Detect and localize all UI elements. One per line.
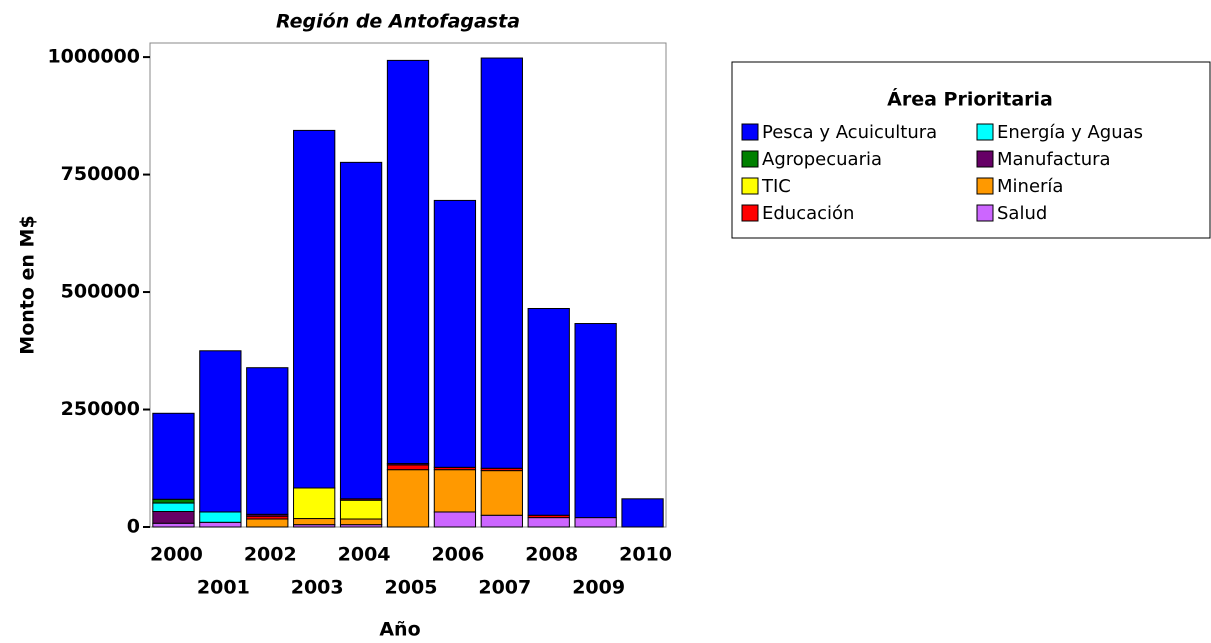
legend-swatch [976,177,994,195]
legend-swatch [976,150,994,168]
bar-segment [199,511,242,523]
legend-swatch [741,123,759,141]
x-tick-label: 2003 [291,577,344,599]
bar-segment [293,518,336,526]
bar-segment [480,514,523,528]
legend-label: Minería [997,176,1063,197]
bar-segment [339,499,383,520]
bar-segment [152,498,195,504]
bar-segment [386,469,430,528]
y-axis-label: Monto en M$ [17,215,39,354]
bar-segment [246,367,289,515]
legend-label: Salud [997,203,1047,224]
bar-segment [433,469,477,513]
bar-segment [152,412,195,500]
y-tick-label: 0 [127,516,140,538]
chart-title: Región de Antofagasta [276,11,520,33]
bar-segment [199,350,242,513]
y-tick-label: 250000 [61,398,140,420]
y-tick-label: 1000000 [47,46,140,68]
x-tick-label: 2005 [385,577,438,599]
bar-segment [527,307,570,516]
legend-title: Área Prioritaria [887,88,1053,111]
bar-segment [199,521,242,528]
legend-swatch [741,177,759,195]
bar-segment [339,161,383,500]
bar-segment [246,518,289,528]
bar-segment [527,517,570,528]
x-tick-label: 2002 [244,544,297,566]
x-tick-label: 2009 [572,577,625,599]
y-tick-label: 500000 [61,281,140,303]
bar-segment [621,498,664,528]
bar-segment [433,511,477,528]
x-tick-label: 2010 [619,544,672,566]
legend-label: Agropecuaria [762,149,882,170]
x-tick-label: 2001 [197,577,250,599]
bar-segment [433,199,477,468]
x-tick-label: 2006 [431,544,484,566]
bar-segment [480,57,523,469]
bar-segment [339,518,383,526]
x-axis-label: Año [379,619,420,641]
bar-segment [152,522,195,528]
legend-label: Educación [762,203,854,224]
x-tick-label: 2000 [150,544,203,566]
bar-segment [152,510,195,524]
y-tick-label: 750000 [61,163,140,185]
bar-segment [574,323,617,519]
bar-segment [293,487,336,520]
bar-segment [293,129,336,489]
x-tick-label: 2008 [525,544,578,566]
legend-label: Energía y Aguas [997,122,1143,143]
bar-segment [480,470,523,516]
legend-label: Pesca y Acuicultura [762,122,937,143]
x-tick-label: 2007 [478,577,531,599]
bar-segment [386,59,430,465]
bar-segment [574,517,617,528]
legend-swatch [741,204,759,222]
bar-segment [386,464,430,471]
legend-swatch [741,150,759,168]
legend-swatch [976,204,994,222]
legend-box [731,61,1211,239]
x-tick-label: 2004 [338,544,391,566]
legend-swatch [976,123,994,141]
legend-label: Manufactura [997,149,1111,170]
bar-segment [152,502,195,512]
legend-label: TIC [761,176,791,197]
